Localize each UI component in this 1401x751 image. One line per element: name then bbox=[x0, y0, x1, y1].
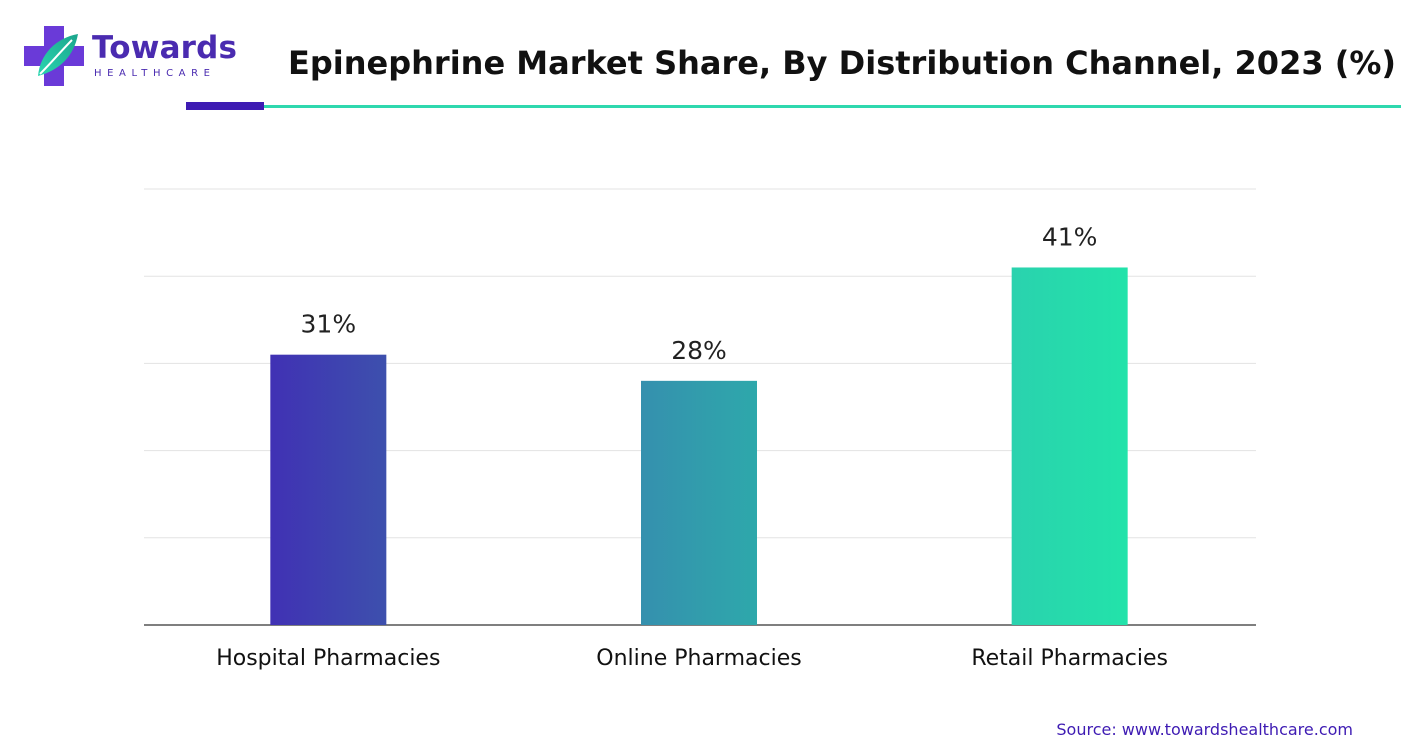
title-rule-accent bbox=[186, 102, 264, 110]
logo-cross-icon bbox=[24, 26, 84, 86]
title-rule-line bbox=[264, 105, 1401, 108]
logo: Towards HEALTHCARE bbox=[22, 24, 242, 88]
value-label: 31% bbox=[301, 310, 357, 339]
x-tick-labels: Hospital Pharmacies Online Pharmacies Reta… bbox=[216, 646, 1168, 671]
value-labels: 31% 28% 41% bbox=[301, 222, 1098, 364]
bar-online-pharmacies bbox=[641, 380, 757, 625]
value-label: 28% bbox=[671, 336, 727, 365]
x-tick-label: Retail Pharmacies bbox=[971, 646, 1168, 671]
chart-title: Epinephrine Market Share, By Distributio… bbox=[288, 44, 1397, 82]
logo-subtitle: HEALTHCARE bbox=[94, 68, 216, 79]
x-tick-label: Hospital Pharmacies bbox=[216, 646, 440, 671]
logo-wordmark: Towards bbox=[92, 30, 238, 66]
source-note: Source: www.towardshealthcare.com bbox=[1056, 720, 1353, 739]
bars bbox=[270, 267, 1128, 625]
bar-retail-pharmacies bbox=[1011, 267, 1128, 625]
value-label: 41% bbox=[1042, 222, 1098, 251]
bar-hospital-pharmacies bbox=[270, 354, 387, 625]
x-tick-label: Online Pharmacies bbox=[596, 646, 801, 671]
